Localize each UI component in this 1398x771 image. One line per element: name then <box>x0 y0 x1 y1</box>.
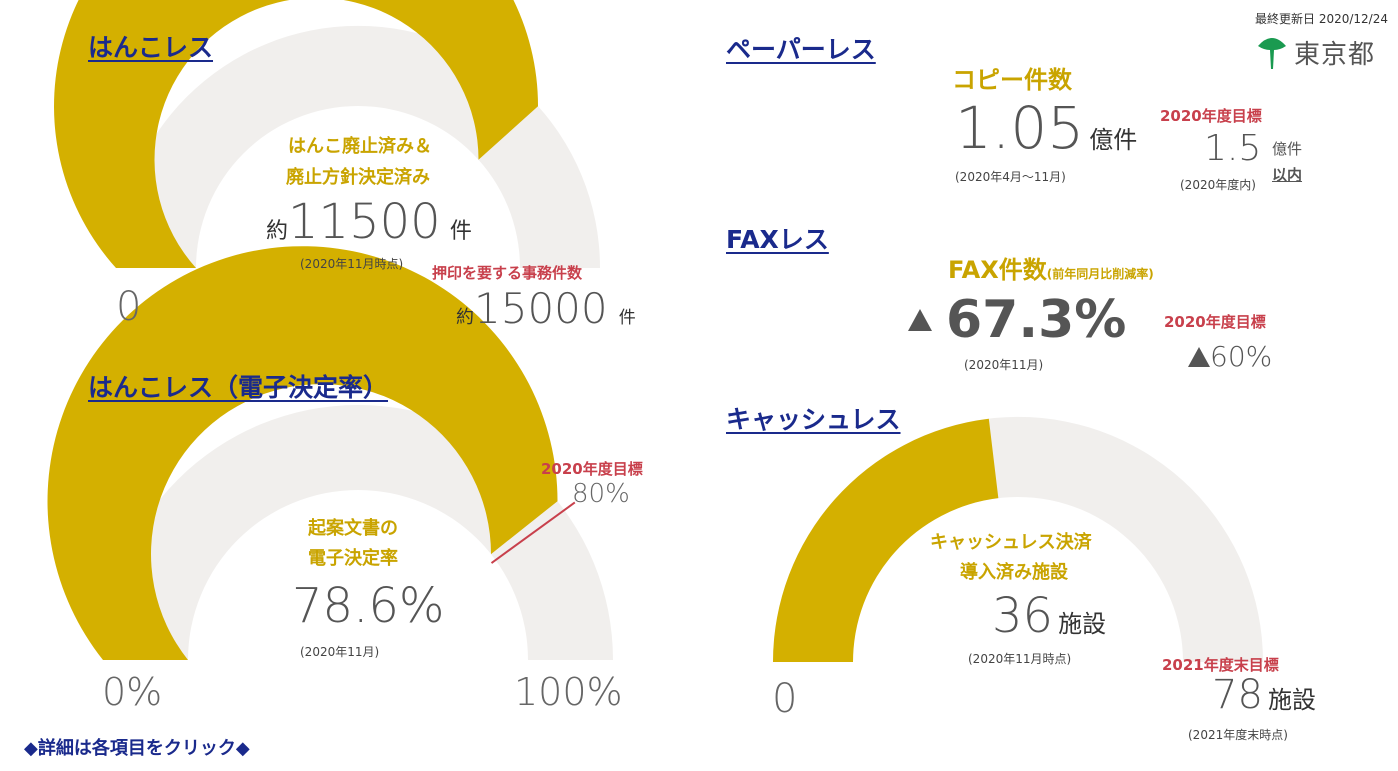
last-updated-date: 2020/12/24 <box>1318 12 1388 26</box>
hanko-e-min-label: 0% <box>102 670 163 714</box>
last-updated-label: 最終更新日 <box>1254 12 1315 26</box>
fax-target-number: 60% <box>1210 340 1273 373</box>
hanko-e-value: 78.6% <box>292 578 445 634</box>
hanko-target-number: 15000 <box>474 284 608 333</box>
cashless-target-number: 78 <box>1212 672 1263 718</box>
cashless-target-note: (2021年度末時点) <box>1188 728 1288 742</box>
hanko-note: (2020年11月時点) <box>300 257 404 271</box>
gauge-cashless-fill <box>773 418 999 662</box>
hanko-e-desc-2: 電子決定率 <box>308 548 398 569</box>
tokyo-logo: 東京都 <box>1256 34 1375 71</box>
fax-metric-sub: (前年同月比削減率) <box>1046 267 1154 281</box>
gauge-hanko-e[interactable] <box>47 246 613 660</box>
logo-text: 東京都 <box>1294 40 1376 70</box>
paperless-target-suffix: 以内 <box>1272 166 1303 184</box>
paperless-target-unit: 億件 <box>1272 140 1303 158</box>
cashless-target-title: 2021年度末目標 <box>1162 656 1279 674</box>
title-hanko[interactable]: はんこレス <box>88 33 214 62</box>
hanko-desc-1: はんこ廃止済み＆ <box>288 136 432 157</box>
cashless-target-value: 78 施設 <box>1212 672 1316 718</box>
paperless-target-value: 1.5 <box>1204 128 1262 169</box>
cashless-note: (2020年11月時点) <box>968 652 1072 666</box>
hanko-value-number: 11500 <box>288 194 441 250</box>
fax-target-value: 60% <box>1188 340 1272 373</box>
title-cashless[interactable]: キャッシュレス <box>726 405 901 434</box>
paperless-target-note: (2020年度内) <box>1180 178 1256 192</box>
paperless-value: 1.05 億件 <box>955 94 1137 162</box>
title-paperless[interactable]: ペーパーレス <box>726 35 876 64</box>
fax-value: 67.3% <box>908 290 1126 350</box>
hanko-desc-2: 廃止方針決定済み <box>286 167 430 188</box>
last-updated: 最終更新日 2020/12/24 <box>1255 10 1388 27</box>
hanko-target-label: 押印を要する事務件数 <box>432 264 583 282</box>
fax-value-number: 67.3% <box>946 290 1127 350</box>
paperless-metric: コピー件数 <box>952 66 1072 94</box>
fax-metric-label: FAX件数 <box>948 256 1047 284</box>
cashless-value: 36 施設 <box>992 588 1106 644</box>
paperless-value-unit: 億件 <box>1089 126 1138 154</box>
hanko-value-prefix: 約 <box>266 219 289 244</box>
hanko-target-unit: 件 <box>618 308 636 328</box>
paperless-target-title: 2020年度目標 <box>1160 107 1262 125</box>
title-hanko-e[interactable]: はんこレス（電子決定率） <box>88 373 389 402</box>
hanko-e-target-value: 80% <box>572 479 630 509</box>
cashless-value-number: 36 <box>992 588 1054 644</box>
details-link[interactable]: ◆詳細は各項目をクリック◆ <box>24 738 250 759</box>
triangle-up-icon <box>908 309 932 331</box>
paperless-note: (2020年4月～11月) <box>955 170 1066 184</box>
hanko-value: 約11500 件 <box>266 194 472 250</box>
paperless-value-number: 1.05 <box>955 94 1085 162</box>
fax-note: (2020年11月) <box>964 358 1044 372</box>
hanko-e-note: (2020年11月) <box>300 645 380 659</box>
gauge-cashless[interactable] <box>772 416 1264 662</box>
cashless-value-unit: 施設 <box>1058 610 1107 638</box>
gauge-hanko-e-target-line <box>490 501 576 564</box>
hanko-e-desc-1: 起案文書の <box>308 518 398 539</box>
fax-target-title: 2020年度目標 <box>1164 313 1266 331</box>
hanko-e-max-label: 100% <box>514 670 623 714</box>
ginkgo-leaf-icon <box>1258 37 1286 69</box>
cashless-desc-2: 導入済み施設 <box>960 562 1068 583</box>
cashless-desc-1: キャッシュレス決済 <box>930 532 1092 553</box>
fax-metric: FAX件数(前年同月比削減率) <box>948 250 1154 285</box>
gauge-hanko[interactable] <box>54 0 601 269</box>
title-fax[interactable]: FAXレス <box>726 225 829 254</box>
cashless-target-unit: 施設 <box>1268 686 1316 714</box>
gauge-hanko-e-fill <box>47 246 558 660</box>
triangle-up-icon <box>1188 346 1210 367</box>
hanko-target-prefix: 約 <box>456 307 474 328</box>
cashless-min-label: 0 <box>772 676 798 722</box>
hanko-value-unit: 件 <box>449 219 472 244</box>
gauge-hanko-fill <box>54 0 539 268</box>
hanko-e-target-title: 2020年度目標 <box>541 460 643 478</box>
hanko-min-label: 0 <box>116 284 142 330</box>
hanko-target-value: 約15000 件 <box>456 284 636 333</box>
